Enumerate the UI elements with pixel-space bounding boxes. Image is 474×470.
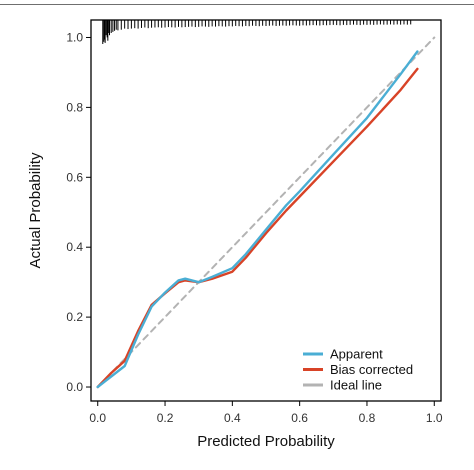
series-line-bias-corrected xyxy=(96,67,419,389)
x-tick-label: 0.8 xyxy=(359,411,376,425)
y-tick-label: 0.4 xyxy=(66,240,83,254)
top-divider xyxy=(0,4,474,5)
x-tick-label: 0.2 xyxy=(157,411,174,425)
y-axis-title: Actual Probability xyxy=(27,152,44,268)
plot-frame xyxy=(90,19,442,402)
legend-label: Apparent xyxy=(330,347,383,362)
y-tick-label: 0.0 xyxy=(66,380,83,394)
series-line-apparent xyxy=(96,50,419,389)
rug-marks xyxy=(102,20,412,44)
y-tick-label: 0.6 xyxy=(66,170,83,184)
x-axis-title: Predicted Probability xyxy=(197,433,335,450)
y-tick-label: 0.2 xyxy=(66,310,83,324)
series-line-ideal-line xyxy=(96,36,436,388)
series-lines xyxy=(96,36,436,389)
x-tick-label: 0.0 xyxy=(89,411,106,425)
x-tick-label: 0.4 xyxy=(224,411,241,425)
legend-label: Ideal line xyxy=(330,378,382,393)
x-tick-label: 1.0 xyxy=(426,411,443,425)
y-tick-label: 1.0 xyxy=(66,30,83,44)
x-tick-label: 0.6 xyxy=(291,411,308,425)
legend-label: Bias corrected xyxy=(330,362,413,377)
y-tick-label: 0.8 xyxy=(66,100,83,114)
axis-ticks: 0.0 0.2 0.4 0.6 0.8 1.0 0.0 0.2 0.4 0.6 0.8 1.0 xyxy=(66,30,443,425)
